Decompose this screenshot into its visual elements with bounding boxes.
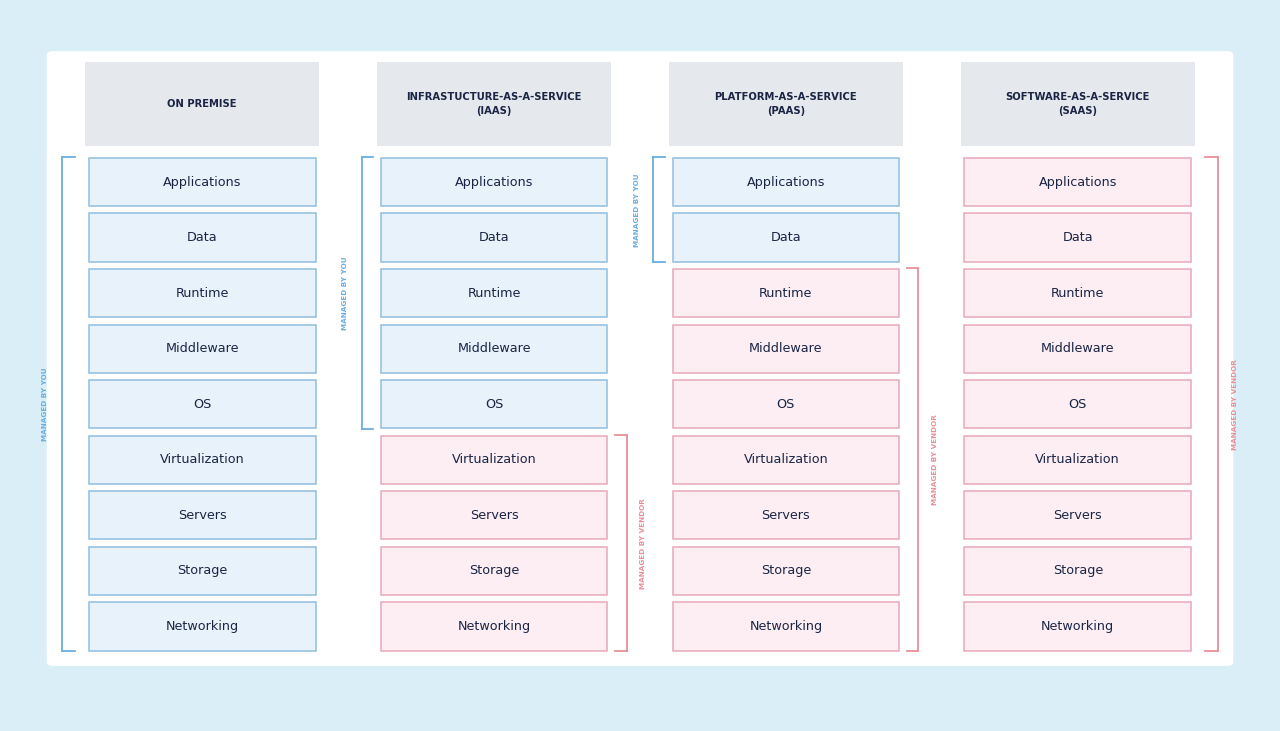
FancyBboxPatch shape — [965, 325, 1190, 373]
FancyBboxPatch shape — [965, 547, 1190, 595]
Text: MANAGED BY YOU: MANAGED BY YOU — [634, 173, 640, 246]
Text: Data: Data — [187, 231, 218, 244]
Text: OS: OS — [1069, 398, 1087, 411]
Text: Networking: Networking — [749, 620, 823, 633]
FancyBboxPatch shape — [965, 380, 1190, 428]
FancyBboxPatch shape — [90, 436, 315, 484]
FancyBboxPatch shape — [960, 62, 1196, 146]
FancyBboxPatch shape — [965, 158, 1190, 206]
Text: MANAGED BY YOU: MANAGED BY YOU — [342, 257, 348, 330]
FancyBboxPatch shape — [381, 547, 608, 595]
Text: Networking: Networking — [1041, 620, 1115, 633]
FancyBboxPatch shape — [381, 602, 608, 651]
FancyBboxPatch shape — [381, 213, 608, 262]
Text: Servers: Servers — [1053, 509, 1102, 522]
FancyBboxPatch shape — [381, 269, 608, 317]
Text: INFRASTUCTURE-AS-A-SERVICE
(IAAS): INFRASTUCTURE-AS-A-SERVICE (IAAS) — [406, 92, 582, 116]
FancyBboxPatch shape — [965, 436, 1190, 484]
Text: Virtualization: Virtualization — [452, 453, 536, 466]
FancyBboxPatch shape — [381, 325, 608, 373]
FancyBboxPatch shape — [965, 213, 1190, 262]
FancyBboxPatch shape — [90, 158, 315, 206]
FancyBboxPatch shape — [47, 51, 1234, 666]
Text: SOFTWARE-AS-A-SERVICE
(SAAS): SOFTWARE-AS-A-SERVICE (SAAS) — [1006, 92, 1149, 116]
Text: OS: OS — [777, 398, 795, 411]
FancyBboxPatch shape — [381, 380, 608, 428]
FancyBboxPatch shape — [673, 436, 899, 484]
FancyBboxPatch shape — [673, 491, 899, 539]
FancyBboxPatch shape — [668, 62, 904, 146]
FancyBboxPatch shape — [673, 213, 899, 262]
Text: Data: Data — [1062, 231, 1093, 244]
Text: Applications: Applications — [163, 175, 242, 189]
Text: Middleware: Middleware — [165, 342, 239, 355]
Text: Runtime: Runtime — [1051, 287, 1105, 300]
FancyBboxPatch shape — [965, 269, 1190, 317]
Text: Runtime: Runtime — [175, 287, 229, 300]
Text: Runtime: Runtime — [759, 287, 813, 300]
FancyBboxPatch shape — [90, 213, 315, 262]
Text: Applications: Applications — [454, 175, 534, 189]
Text: Storage: Storage — [760, 564, 812, 577]
Text: Servers: Servers — [470, 509, 518, 522]
Text: Storage: Storage — [1052, 564, 1103, 577]
Text: Applications: Applications — [746, 175, 826, 189]
Text: Virtualization: Virtualization — [1036, 453, 1120, 466]
Text: ON PREMISE: ON PREMISE — [168, 99, 237, 109]
Text: Storage: Storage — [177, 564, 228, 577]
Text: Data: Data — [479, 231, 509, 244]
FancyBboxPatch shape — [84, 62, 320, 146]
FancyBboxPatch shape — [90, 547, 315, 595]
Text: MANAGED BY YOU: MANAGED BY YOU — [42, 368, 49, 441]
FancyBboxPatch shape — [673, 380, 899, 428]
FancyBboxPatch shape — [90, 491, 315, 539]
FancyBboxPatch shape — [673, 158, 899, 206]
FancyBboxPatch shape — [376, 62, 612, 146]
FancyBboxPatch shape — [90, 602, 315, 651]
Text: Servers: Servers — [178, 509, 227, 522]
FancyBboxPatch shape — [673, 269, 899, 317]
Text: Middleware: Middleware — [457, 342, 531, 355]
FancyBboxPatch shape — [381, 158, 608, 206]
Text: Networking: Networking — [457, 620, 531, 633]
Text: Virtualization: Virtualization — [160, 453, 244, 466]
FancyBboxPatch shape — [965, 602, 1190, 651]
Text: Data: Data — [771, 231, 801, 244]
FancyBboxPatch shape — [965, 491, 1190, 539]
FancyBboxPatch shape — [381, 436, 608, 484]
Text: Networking: Networking — [165, 620, 239, 633]
FancyBboxPatch shape — [673, 325, 899, 373]
Text: OS: OS — [485, 398, 503, 411]
Text: Middleware: Middleware — [1041, 342, 1115, 355]
Text: Middleware: Middleware — [749, 342, 823, 355]
Text: PLATFORM-AS-A-SERVICE
(PAAS): PLATFORM-AS-A-SERVICE (PAAS) — [714, 92, 858, 116]
FancyBboxPatch shape — [90, 269, 315, 317]
FancyBboxPatch shape — [381, 491, 608, 539]
FancyBboxPatch shape — [673, 547, 899, 595]
Text: Runtime: Runtime — [467, 287, 521, 300]
Text: Applications: Applications — [1038, 175, 1117, 189]
Text: MANAGED BY VENDOR: MANAGED BY VENDOR — [640, 498, 646, 588]
Text: OS: OS — [193, 398, 211, 411]
Text: Servers: Servers — [762, 509, 810, 522]
FancyBboxPatch shape — [90, 325, 315, 373]
Text: MANAGED BY VENDOR: MANAGED BY VENDOR — [1231, 359, 1238, 450]
FancyBboxPatch shape — [90, 380, 315, 428]
FancyBboxPatch shape — [673, 602, 899, 651]
Text: Storage: Storage — [468, 564, 520, 577]
Text: MANAGED BY VENDOR: MANAGED BY VENDOR — [932, 414, 938, 505]
Text: Virtualization: Virtualization — [744, 453, 828, 466]
